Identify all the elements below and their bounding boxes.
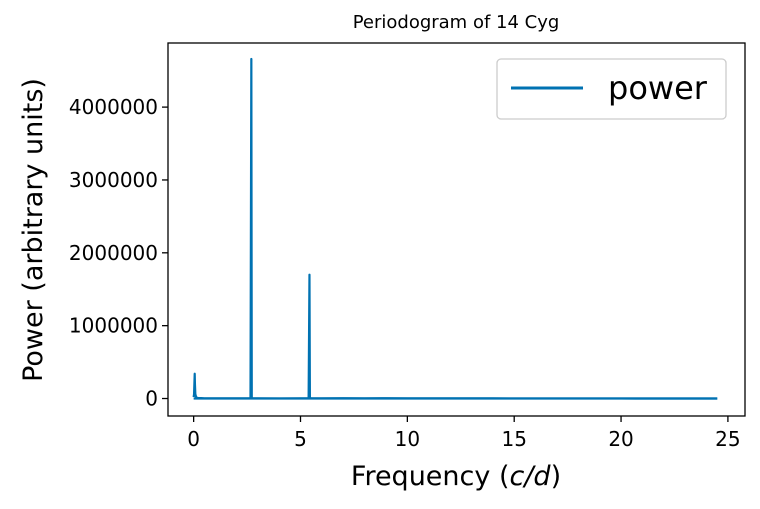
legend-label-power: power: [608, 69, 708, 107]
legend-box: [496, 58, 727, 120]
y-tick-label: 0: [145, 387, 158, 411]
x-axis-label-math: c/d: [509, 461, 551, 492]
x-tick-label: 25: [715, 427, 740, 451]
x-tick-label: 0: [187, 427, 200, 451]
y-tick-label: 3000000: [69, 168, 158, 192]
x-tick-label: 5: [294, 427, 307, 451]
y-tick-label: 1000000: [69, 314, 158, 338]
x-axis-label-prefix: Frequency (: [351, 461, 510, 492]
x-axis-label: Frequency (c/d): [351, 461, 561, 492]
y-axis-ticks: 0 1000000 2000000 3000000 4000000: [69, 95, 168, 411]
x-axis-label-suffix: ): [551, 461, 562, 492]
x-tick-label: 20: [608, 427, 633, 451]
x-tick-label: 15: [501, 427, 526, 451]
plot-area-frame: [167, 42, 746, 417]
legend: power: [496, 58, 727, 120]
chart-title: Periodogram of 14 Cyg: [353, 12, 560, 33]
y-tick-label: 2000000: [69, 241, 158, 265]
plot-layer: [192, 57, 718, 400]
x-axis-ticks: 0 5 10 15 20 25: [187, 416, 741, 451]
y-axis-label: Power (arbitrary units): [18, 78, 49, 382]
y-tick-label: 4000000: [69, 95, 158, 119]
x-tick-label: 10: [395, 427, 420, 451]
